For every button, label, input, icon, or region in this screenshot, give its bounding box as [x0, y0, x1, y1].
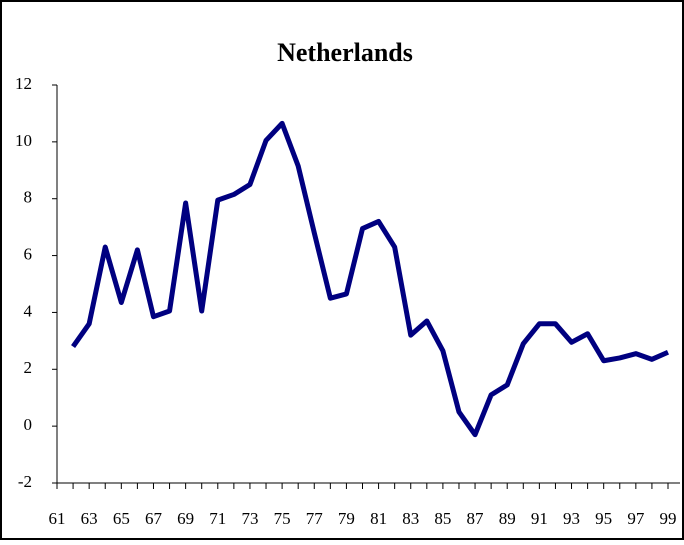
x-tick-label: 81	[370, 509, 387, 528]
x-tick-label: 75	[274, 509, 291, 528]
x-tick-label: 79	[338, 509, 355, 528]
y-tick-label: -2	[18, 472, 32, 491]
y-tick-label: 6	[24, 244, 33, 263]
x-tick-label: 91	[531, 509, 548, 528]
x-tick-label: 69	[177, 509, 194, 528]
x-tick-label: 65	[113, 509, 130, 528]
y-tick-label: 12	[15, 74, 32, 93]
x-tick-label: 73	[241, 509, 258, 528]
y-tick-label: 2	[24, 358, 33, 377]
x-tick-label: 61	[49, 509, 66, 528]
x-tick-label: 67	[145, 509, 163, 528]
y-tick-label: 8	[24, 188, 33, 207]
x-tick-label: 83	[402, 509, 419, 528]
x-tick-label: 77	[306, 509, 324, 528]
x-tick-label: 87	[467, 509, 485, 528]
data-line	[71, 120, 670, 438]
x-tick-label: 63	[81, 509, 98, 528]
y-tick-label: 0	[24, 415, 33, 434]
x-tick-label: 99	[660, 509, 677, 528]
x-tick-label: 85	[434, 509, 451, 528]
x-tick-label: 95	[595, 509, 612, 528]
x-tick-label: 93	[563, 509, 580, 528]
x-tick-label: 71	[209, 509, 226, 528]
y-tick-label: 4	[24, 301, 33, 320]
y-tick-label: 10	[15, 131, 32, 150]
x-tick-label: 97	[627, 509, 645, 528]
chart-title: Netherlands	[277, 38, 413, 67]
x-tick-label: 89	[499, 509, 516, 528]
